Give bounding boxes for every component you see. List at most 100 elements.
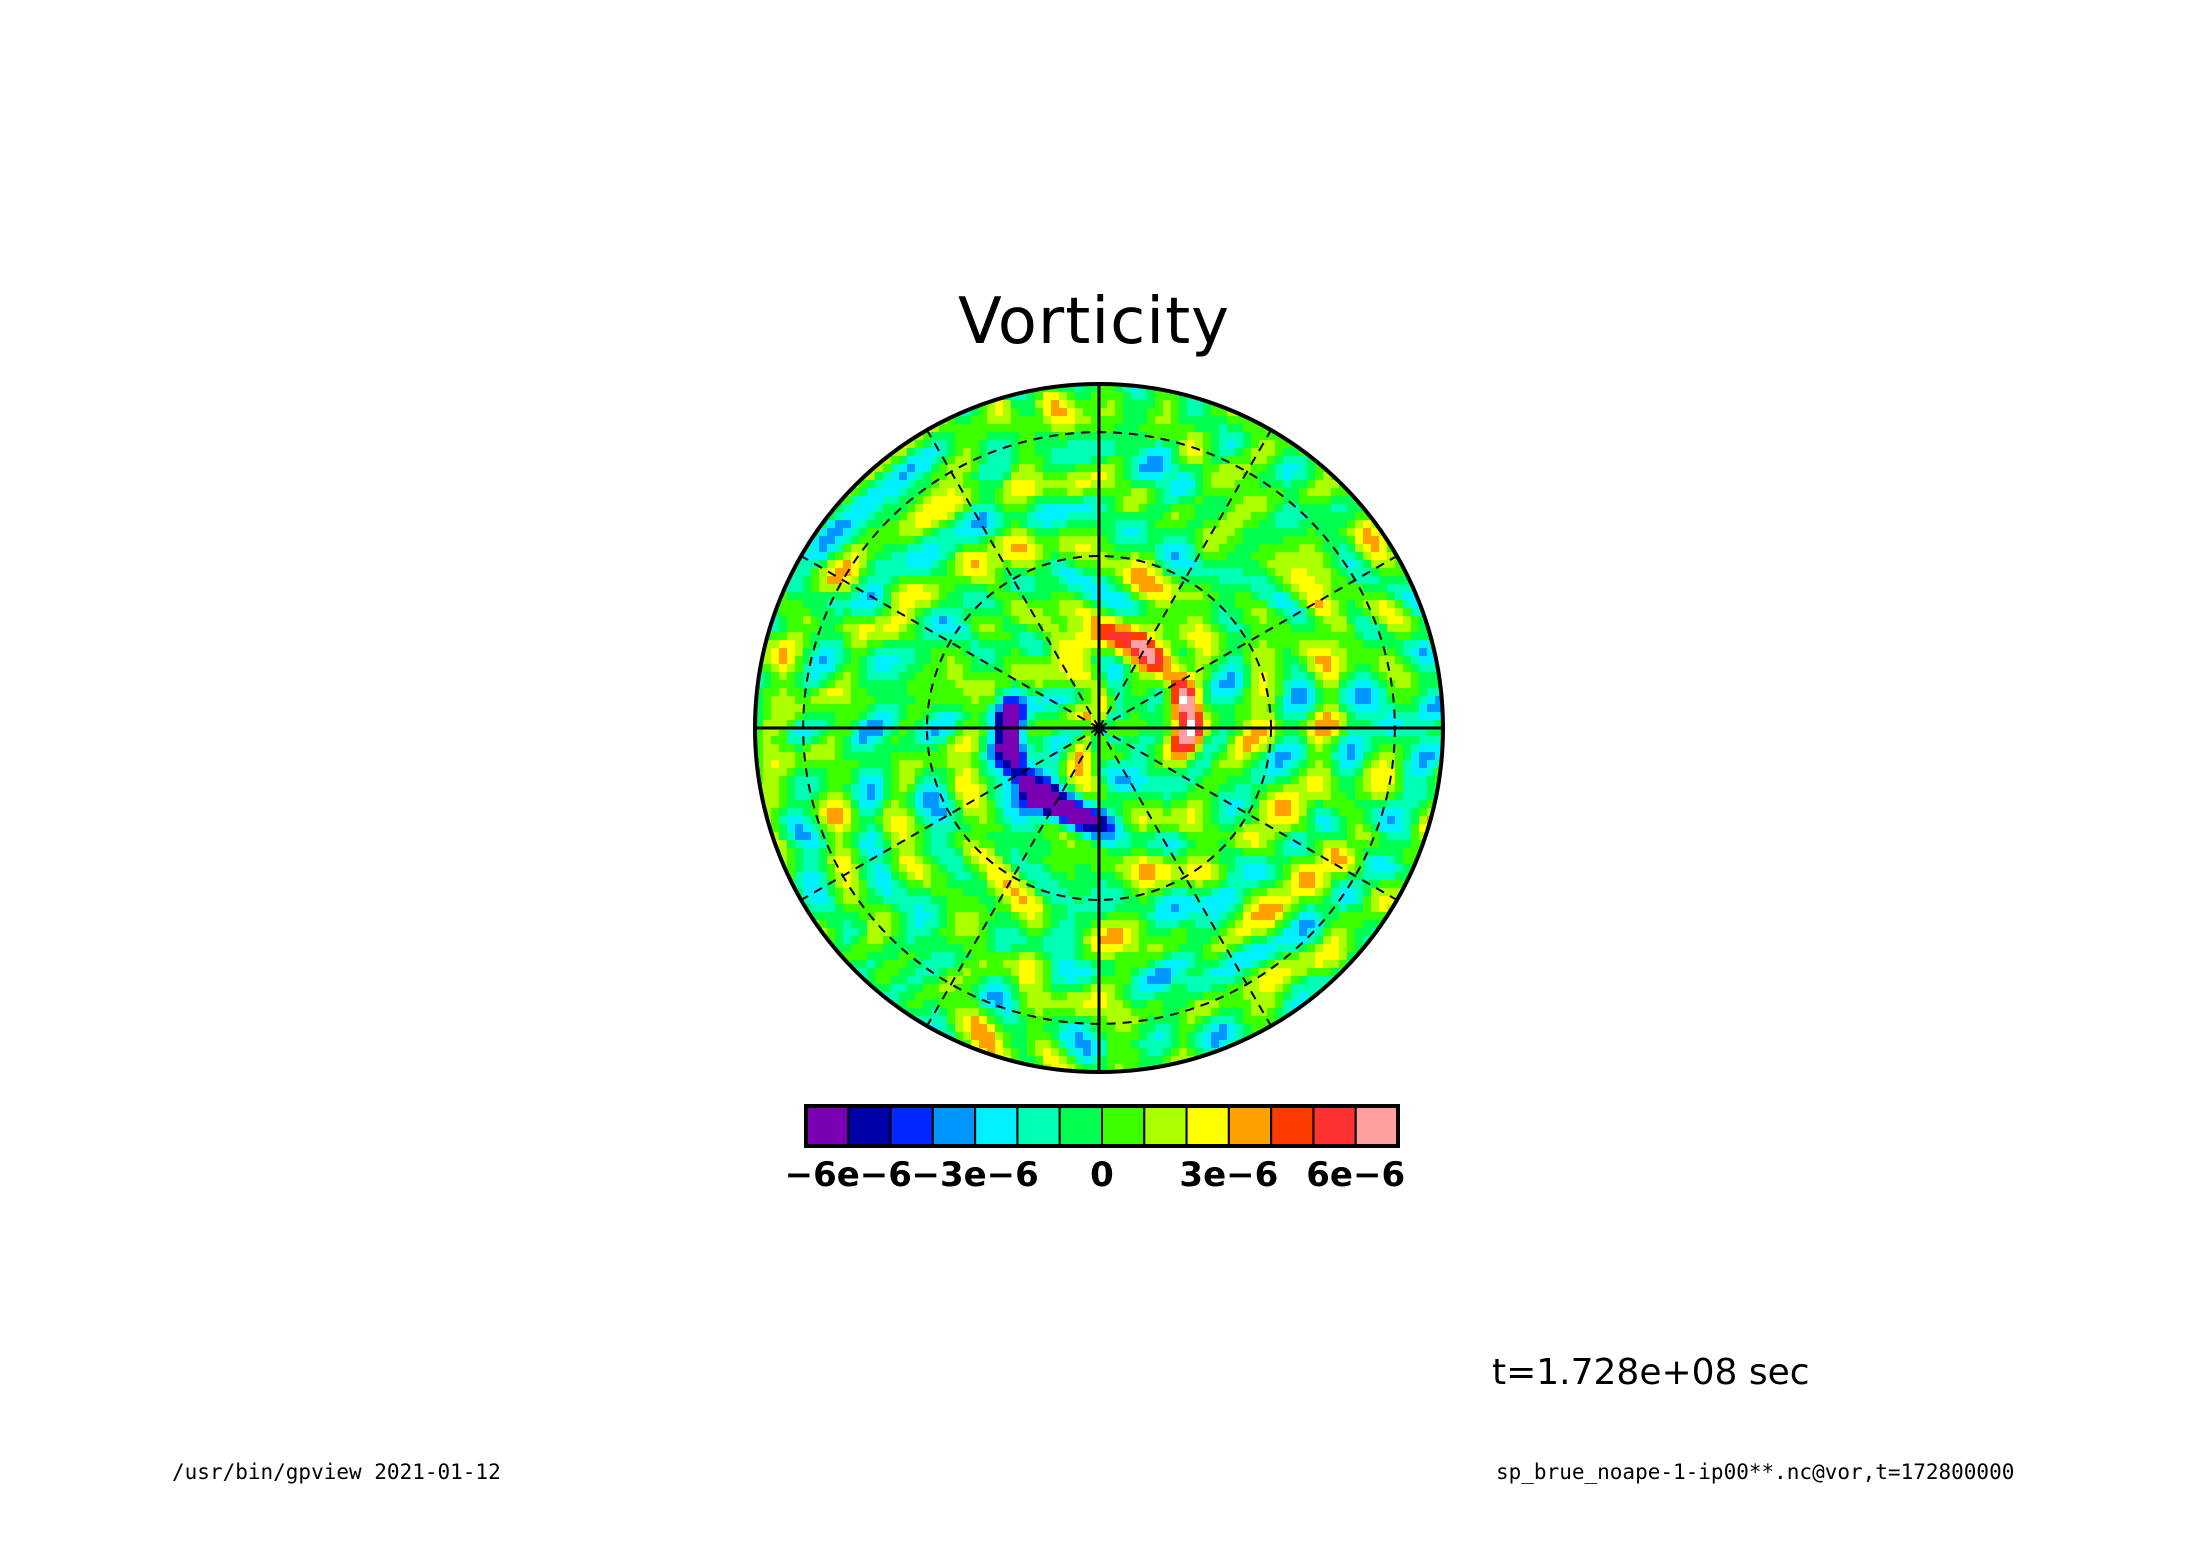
field-cell (1403, 712, 1411, 720)
field-cell (979, 992, 987, 1000)
field-cell (1019, 528, 1027, 536)
field-cell (1195, 464, 1203, 472)
field-cell (883, 624, 891, 632)
field-cell (1419, 736, 1427, 744)
field-cell (1299, 912, 1307, 920)
field-cell (1203, 688, 1211, 696)
field-cell (1011, 712, 1019, 720)
field-cell (1235, 920, 1243, 928)
field-cell (1387, 696, 1395, 704)
field-cell (851, 496, 859, 504)
field-cell (1019, 616, 1027, 624)
field-cell (1019, 728, 1027, 736)
field-cell (1371, 536, 1379, 544)
field-cell (819, 536, 827, 544)
field-cell (883, 720, 891, 728)
field-cell (907, 848, 915, 856)
field-cell (1371, 632, 1379, 640)
field-cell (851, 584, 859, 592)
field-cell (1091, 512, 1099, 520)
field-cell (1011, 960, 1019, 968)
field-cell (931, 424, 939, 432)
field-cell (1099, 504, 1107, 512)
field-cell (1099, 600, 1107, 608)
field-cell (1331, 728, 1339, 736)
field-cell (835, 536, 843, 544)
field-cell (1107, 944, 1115, 952)
colorbar-segment (974, 1105, 1019, 1147)
field-cell (1131, 528, 1139, 536)
field-cell (1099, 1048, 1107, 1056)
field-cell (899, 992, 907, 1000)
field-cell (1211, 864, 1219, 872)
field-cell (1307, 544, 1315, 552)
field-cell (1099, 672, 1107, 680)
field-cell (1019, 776, 1027, 784)
field-cell (1259, 768, 1267, 776)
field-cell (835, 792, 843, 800)
field-cell (835, 568, 843, 576)
field-cell (1331, 848, 1339, 856)
field-cell (1003, 712, 1011, 720)
field-cell (1059, 824, 1067, 832)
field-cell (1035, 752, 1043, 760)
field-cell (939, 944, 947, 952)
field-cell (987, 856, 995, 864)
field-cell (803, 584, 811, 592)
field-cell (1139, 776, 1147, 784)
field-cell (1179, 448, 1187, 456)
field-cell (923, 592, 931, 600)
field-cell (1299, 864, 1307, 872)
field-cell (1051, 872, 1059, 880)
field-cell (1139, 1024, 1147, 1032)
field-cell (1347, 904, 1355, 912)
field-cell (1075, 616, 1083, 624)
field-cell (1315, 856, 1323, 864)
field-cell (1379, 800, 1387, 808)
field-cell (1315, 736, 1323, 744)
field-cell (1363, 496, 1371, 504)
field-cell (1059, 560, 1067, 568)
field-cell (1059, 520, 1067, 528)
field-cell (1235, 544, 1243, 552)
field-cell (1275, 480, 1283, 488)
field-cell (779, 712, 787, 720)
field-cell (1243, 824, 1251, 832)
field-cell (1171, 1000, 1179, 1008)
field-cell (1299, 936, 1307, 944)
field-cell (1387, 832, 1395, 840)
field-cell (1075, 912, 1083, 920)
field-cell (1243, 1032, 1251, 1040)
field-cell (1227, 976, 1235, 984)
field-cell (795, 856, 803, 864)
field-cell (1099, 512, 1107, 520)
field-cell (851, 864, 859, 872)
field-cell (1427, 792, 1435, 800)
field-cell (1291, 936, 1299, 944)
field-cell (899, 504, 907, 512)
field-cell (1091, 816, 1099, 824)
field-cell (1419, 704, 1427, 712)
field-cell (1219, 944, 1227, 952)
field-cell (923, 632, 931, 640)
field-cell (971, 808, 979, 816)
field-cell (1083, 512, 1091, 520)
field-cell (939, 608, 947, 616)
field-cell (1051, 776, 1059, 784)
field-cell (1051, 664, 1059, 672)
field-cell (1203, 544, 1211, 552)
field-cell (947, 656, 955, 664)
field-cell (1059, 584, 1067, 592)
field-cell (1195, 504, 1203, 512)
field-cell (1291, 784, 1299, 792)
field-cell (843, 536, 851, 544)
field-cell (995, 816, 1003, 824)
field-cell (1107, 680, 1115, 688)
field-cell (1363, 728, 1371, 736)
field-cell (1259, 704, 1267, 712)
field-cell (1195, 728, 1203, 736)
field-cell (1067, 928, 1075, 936)
field-cell (1347, 792, 1355, 800)
field-cell (1075, 824, 1083, 832)
field-cell (907, 728, 915, 736)
